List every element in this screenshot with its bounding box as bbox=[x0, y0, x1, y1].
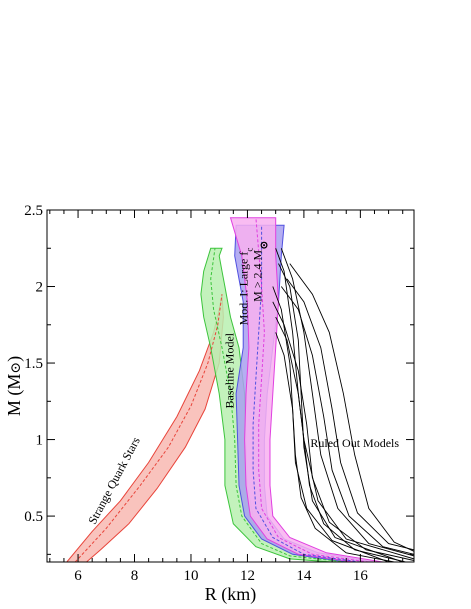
y-tick-label: 0.5 bbox=[24, 509, 43, 525]
annotation-mass-constraint: M > 2.4 M⊙ bbox=[251, 241, 271, 302]
y-axis-label: M (M⊙) bbox=[4, 356, 25, 416]
y-tick-label: 2.5 bbox=[24, 203, 43, 219]
annotation-baseline-model: Baseline Model bbox=[222, 332, 236, 408]
ruled-out-curves bbox=[272, 248, 414, 562]
x-tick-label: 6 bbox=[74, 568, 82, 584]
annotation-large-fc-model: Mod. I: Large fc bbox=[236, 248, 254, 326]
ruled-out-curve-7 bbox=[280, 286, 414, 555]
y-tick-label: 2 bbox=[36, 280, 44, 296]
x-axis-label: R (km) bbox=[205, 584, 257, 605]
x-tick-label: 14 bbox=[296, 568, 312, 584]
ruled-out-curve-6 bbox=[275, 316, 406, 562]
annotation-ruled-out-models: Ruled Out Models bbox=[310, 436, 399, 450]
ruled-out-curve-2 bbox=[289, 263, 414, 552]
central-line-series-1 bbox=[210, 248, 347, 562]
central-curves bbox=[74, 217, 369, 562]
ruled-out-curve-5 bbox=[272, 301, 414, 561]
x-tick-label: 16 bbox=[353, 568, 369, 584]
x-tick-label: 8 bbox=[131, 568, 139, 584]
x-tick-label: 12 bbox=[240, 568, 255, 584]
ruled-out-curve-9 bbox=[286, 278, 414, 551]
y-tick-label: 1 bbox=[36, 433, 44, 449]
y-tick-label: 1.5 bbox=[24, 356, 43, 372]
central-line-series-2 bbox=[252, 225, 361, 562]
axis-tick-labels: 6 8 10 12 14 16 0.5 1 1.5 2 2.5 bbox=[24, 203, 368, 584]
ruled-out-curve-3 bbox=[278, 263, 403, 562]
x-tick-label: 10 bbox=[183, 568, 198, 584]
ruled-out-curve-1 bbox=[280, 248, 414, 557]
axis-ticks bbox=[47, 209, 414, 562]
model-bands bbox=[66, 217, 383, 562]
y-axis-label-sun-symbol: ⊙ bbox=[9, 362, 24, 374]
ruled-out-curve-8 bbox=[275, 332, 395, 562]
central-line-series-0 bbox=[74, 294, 223, 562]
central-line-series-3 bbox=[255, 217, 369, 562]
y-axis-label-close: ) bbox=[4, 356, 25, 362]
plot-frame bbox=[46, 209, 415, 563]
band-series-3 bbox=[229, 217, 383, 562]
ruled-out-curve-4 bbox=[272, 286, 389, 562]
y-axis-label-text: M (M bbox=[4, 374, 25, 417]
